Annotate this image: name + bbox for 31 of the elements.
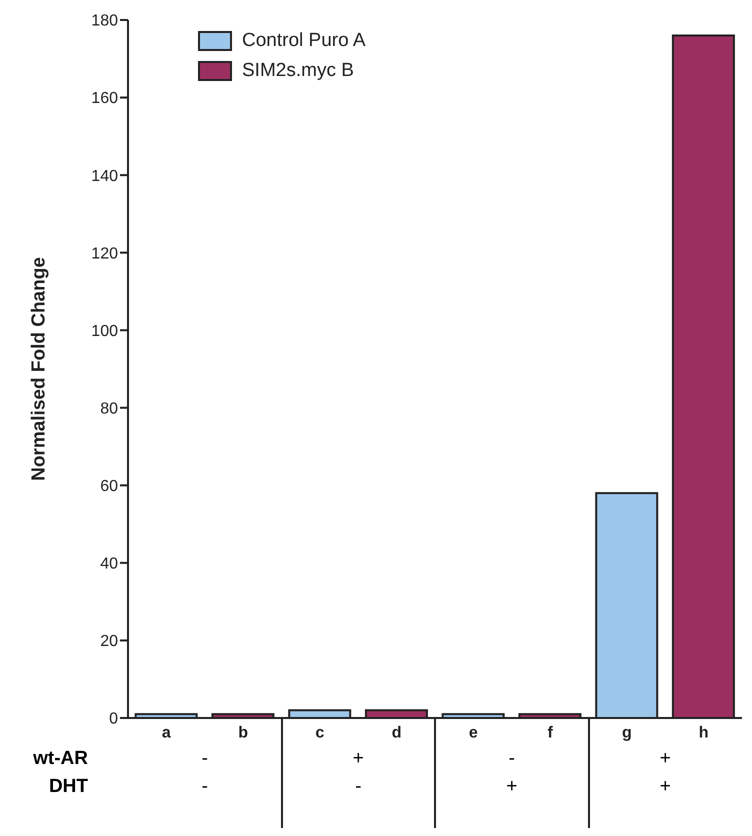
y-tick-label: 60 [100, 478, 118, 496]
x-tick-label: a [162, 724, 171, 742]
text: DHT [48, 776, 88, 798]
text: wt-AR [32, 748, 88, 770]
legend-label: Control Puro A [242, 30, 366, 52]
y-tick-label: 20 [100, 633, 118, 650]
x-tick-label: b [238, 724, 248, 742]
x-tick-label: c [315, 724, 324, 742]
text: - [200, 748, 209, 770]
x-tick-label: e [468, 724, 478, 742]
text: + [658, 748, 672, 770]
text: + [352, 748, 365, 770]
text: - [200, 776, 209, 798]
y-tick-label: 80 [100, 400, 118, 418]
y-tick-label: 120 [91, 245, 118, 262]
y-tick-label: 180 [91, 12, 118, 30]
text: - [354, 776, 362, 798]
text: + [505, 776, 518, 798]
x-tick-label: g [622, 724, 632, 742]
text: + [658, 776, 672, 798]
x-tick-label: h [698, 724, 709, 742]
y-tick-label: 140 [91, 168, 118, 185]
legend-label: SIM2s.myc B [242, 60, 354, 82]
x-tick-label: f [547, 724, 554, 742]
y-tick-label: 100 [91, 322, 118, 340]
y-tick-label: 160 [91, 90, 118, 108]
x-tick-label: d [392, 724, 402, 742]
y-tick-label: 40 [100, 556, 118, 573]
y-tick-label: 0 [109, 710, 118, 728]
text: - [508, 748, 516, 770]
y-axis-title: Normalised Fold Change [28, 257, 50, 481]
